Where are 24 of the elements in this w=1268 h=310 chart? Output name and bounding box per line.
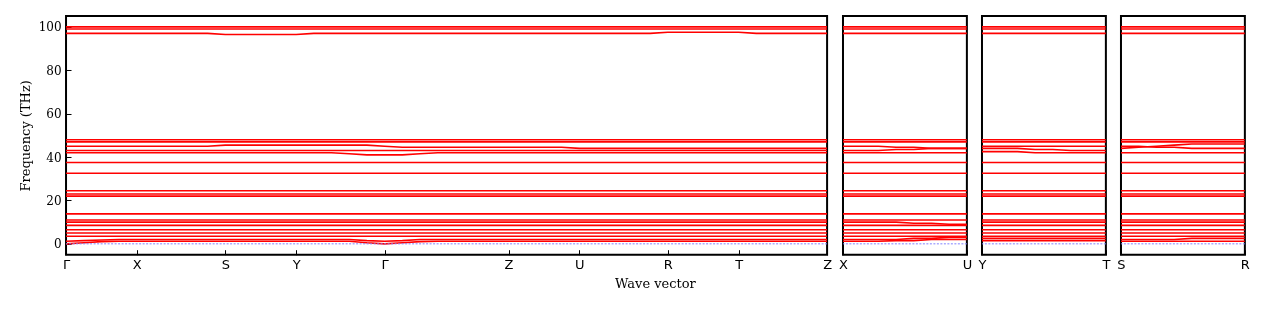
x-tick-label: U bbox=[575, 257, 585, 273]
x-tick-label: X bbox=[839, 257, 849, 273]
y-tick-label: 20 bbox=[46, 193, 62, 208]
x-axis-title: Wave vector bbox=[615, 276, 697, 292]
x-tick-label: T bbox=[1101, 257, 1111, 273]
x-tick-label: Y bbox=[977, 257, 987, 273]
x-tick-label: S bbox=[1117, 257, 1126, 273]
x-tick-label: Γ bbox=[381, 257, 390, 273]
y-tick-label: 60 bbox=[46, 107, 62, 122]
x-tick-label: Γ bbox=[62, 257, 71, 273]
y-tick-label: 80 bbox=[46, 63, 62, 78]
x-tick-label: Z bbox=[823, 257, 833, 273]
x-tick-label: R bbox=[1240, 257, 1250, 273]
x-tick-label: U bbox=[962, 257, 973, 273]
x-tick-label: R bbox=[663, 257, 673, 273]
x-tick-label: T bbox=[734, 257, 744, 273]
x-tick-label: Z bbox=[504, 257, 514, 273]
y-tick-label: 40 bbox=[46, 150, 62, 165]
y-tick-label: 0 bbox=[53, 237, 62, 252]
y-tick-label: 100 bbox=[38, 20, 62, 35]
y-axis-title: Frequency (THz) bbox=[17, 80, 33, 192]
x-tick-label: Y bbox=[291, 257, 301, 273]
x-tick-label: X bbox=[132, 257, 142, 273]
x-tick-label: S bbox=[221, 257, 230, 273]
